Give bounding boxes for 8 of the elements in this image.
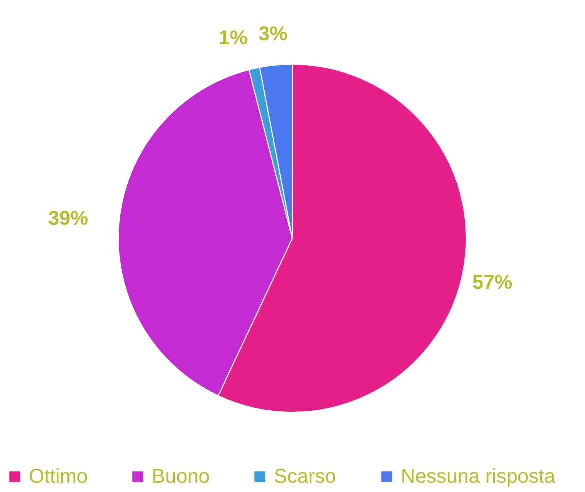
legend-label: Buono — [152, 466, 210, 488]
data-label: 3% — [258, 23, 288, 46]
data-label: 57% — [472, 272, 513, 294]
legend-label: Ottimo — [29, 466, 88, 488]
legend-label: Nessuna risposta — [401, 466, 556, 488]
data-label: 39% — [48, 208, 89, 230]
legend-label: Scarso — [274, 466, 336, 488]
data-label: 1% — [218, 27, 248, 50]
